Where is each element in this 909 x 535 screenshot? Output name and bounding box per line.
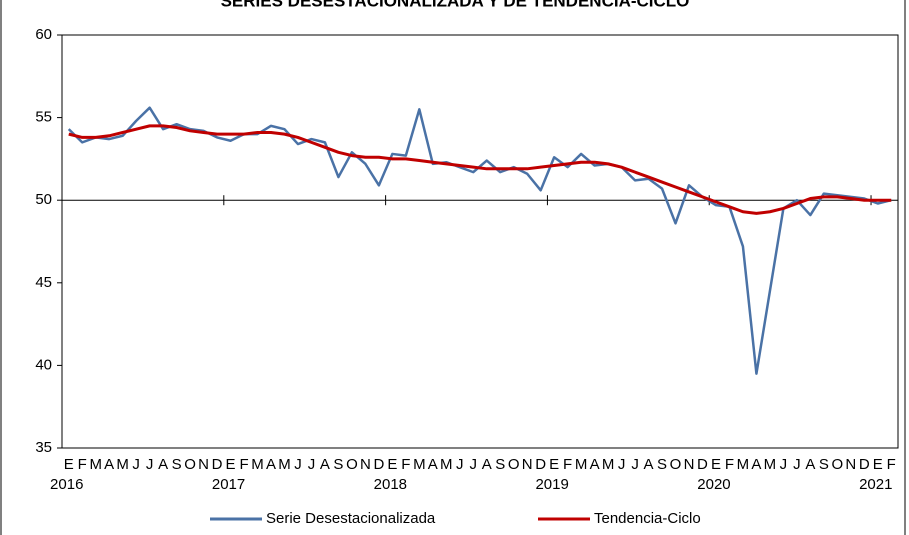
x-tick-label: O: [184, 456, 196, 473]
x-tick-label: N: [684, 456, 695, 473]
year-label: 2016: [50, 476, 83, 493]
x-tick-label: A: [482, 456, 492, 473]
x-tick-label: M: [440, 456, 453, 473]
x-tick-label: F: [401, 456, 410, 473]
y-tick-label: 35: [35, 439, 52, 456]
x-tick-label: S: [819, 456, 829, 473]
x-tick-label: A: [751, 456, 761, 473]
x-tick-label: O: [508, 456, 520, 473]
series-line: [67, 106, 892, 375]
x-tick-label: F: [725, 456, 734, 473]
y-tick-label: 60: [35, 26, 52, 43]
x-tick-label: J: [456, 456, 464, 473]
year-label: 2018: [374, 476, 407, 493]
x-tick-label: A: [104, 456, 114, 473]
x-tick-label: A: [428, 456, 438, 473]
x-tick-label: J: [146, 456, 154, 473]
y-tick-label: 45: [35, 274, 52, 291]
x-tick-label: E: [387, 456, 397, 473]
x-tick-label: A: [158, 456, 168, 473]
x-tick-label: A: [266, 456, 276, 473]
x-tick-label: N: [845, 456, 856, 473]
year-label: 2021: [859, 476, 892, 493]
x-tick-label: S: [495, 456, 505, 473]
x-tick-label: N: [360, 456, 371, 473]
x-tick-label: O: [670, 456, 682, 473]
x-tick-label: M: [251, 456, 264, 473]
chart-title: SERIES DESESTACIONALIZADA Y DE TENDENCIA…: [221, 0, 690, 10]
y-tick-label: 40: [35, 356, 52, 373]
x-tick-label: O: [346, 456, 358, 473]
x-tick-label: S: [333, 456, 343, 473]
x-tick-label: A: [805, 456, 815, 473]
x-tick-label: M: [575, 456, 588, 473]
legend-label: Tendencia-Ciclo: [594, 510, 701, 527]
x-tick-label: A: [590, 456, 600, 473]
x-tick-label: M: [278, 456, 291, 473]
x-tick-label: F: [78, 456, 87, 473]
x-tick-label: J: [470, 456, 478, 473]
x-tick-label: E: [64, 456, 74, 473]
x-tick-label: D: [535, 456, 546, 473]
legend-label: Serie Desestacionalizada: [266, 510, 436, 527]
x-tick-label: J: [132, 456, 140, 473]
year-label: 2017: [212, 476, 245, 493]
plot-area: [61, 34, 899, 449]
x-tick-label: F: [563, 456, 572, 473]
y-tick-label: 50: [35, 191, 52, 208]
x-tick-label: M: [737, 456, 750, 473]
x-tick-label: M: [89, 456, 102, 473]
x-tick-label: F: [887, 456, 896, 473]
year-label: 2019: [535, 476, 568, 493]
x-tick-label: A: [320, 456, 330, 473]
x-tick-label: S: [657, 456, 667, 473]
x-tick-label: J: [793, 456, 801, 473]
x-tick-label: M: [116, 456, 129, 473]
year-label: 2020: [697, 476, 730, 493]
x-tick-label: E: [549, 456, 559, 473]
x-tick-label: F: [239, 456, 248, 473]
x-tick-label: M: [413, 456, 426, 473]
x-tick-label: D: [373, 456, 384, 473]
x-tick-label: J: [631, 456, 639, 473]
x-tick-label: J: [294, 456, 302, 473]
x-tick-label: E: [226, 456, 236, 473]
x-tick-label: M: [764, 456, 777, 473]
y-tick-label: 55: [35, 109, 52, 126]
x-tick-label: D: [697, 456, 708, 473]
series-line: [68, 124, 892, 215]
x-tick-label: N: [198, 456, 209, 473]
x-tick-label: J: [308, 456, 316, 473]
x-tick-label: O: [831, 456, 843, 473]
x-tick-label: A: [644, 456, 654, 473]
x-tick-label: N: [522, 456, 533, 473]
x-tick-label: J: [780, 456, 788, 473]
x-tick-label: J: [618, 456, 626, 473]
x-tick-label: E: [711, 456, 721, 473]
x-tick-label: D: [212, 456, 223, 473]
x-tick-label: S: [172, 456, 182, 473]
x-tick-label: E: [873, 456, 883, 473]
x-tick-label: M: [602, 456, 615, 473]
x-tick-label: D: [859, 456, 870, 473]
